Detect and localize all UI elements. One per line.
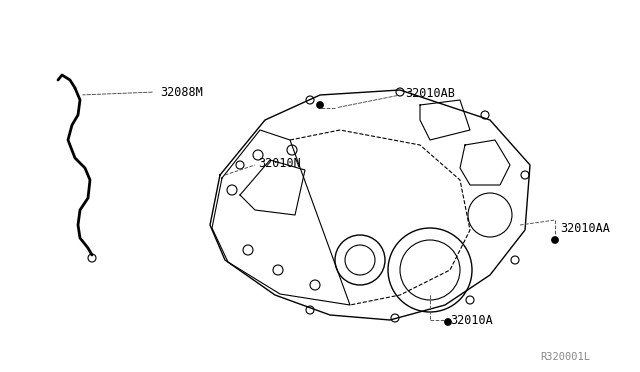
Text: 32010A: 32010A: [450, 314, 493, 327]
Text: 32010AA: 32010AA: [560, 221, 610, 234]
Circle shape: [317, 102, 323, 109]
Text: R320001L: R320001L: [540, 352, 590, 362]
Text: 32088M: 32088M: [160, 86, 203, 99]
Circle shape: [552, 237, 559, 244]
Text: 32010N: 32010N: [258, 157, 301, 170]
Circle shape: [445, 318, 451, 326]
Text: 32010AB: 32010AB: [405, 87, 455, 99]
